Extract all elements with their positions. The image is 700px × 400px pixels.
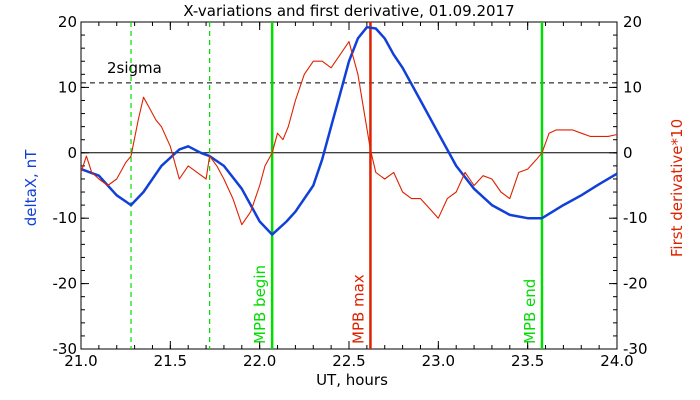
y-tick-label-left: -20 bbox=[53, 275, 78, 293]
x-tick-label: 21.5 bbox=[154, 352, 187, 370]
marker-label: MPB begin bbox=[251, 265, 269, 344]
chart-title: X-variations and first derivative, 01.09… bbox=[183, 2, 514, 20]
x-tick-label: 21.0 bbox=[64, 352, 97, 370]
x-tick-label: 24.0 bbox=[600, 352, 633, 370]
y-tick-label-right: -20 bbox=[623, 275, 648, 293]
plot-area: 21.0 21.5 22.0 22.5 23.0 23.5 24.0 20 10 0 -10 -20 -… bbox=[53, 13, 648, 370]
y-tick-label-left: 10 bbox=[58, 78, 77, 96]
series-line-deltax bbox=[80, 25, 618, 236]
x-axis-label: UT, hours bbox=[316, 371, 388, 389]
y-tick-label-right: -30 bbox=[623, 340, 648, 358]
y-tick-label-left: 0 bbox=[67, 144, 77, 162]
y-tick-label-right: 0 bbox=[623, 144, 633, 162]
y-tick-label-right: 10 bbox=[623, 78, 642, 96]
marker-label: MPB max bbox=[349, 274, 367, 344]
y-tick-label-left: -30 bbox=[53, 340, 78, 358]
threshold-label: 2sigma bbox=[107, 59, 162, 77]
y-axis-label-right: First derivative*10 bbox=[668, 119, 686, 257]
y-tick-label-right: 20 bbox=[623, 13, 642, 31]
y-tick-label-left: 20 bbox=[58, 13, 77, 31]
series-line-derivative bbox=[80, 41, 618, 226]
y-axis-label-left: deltaX, nT bbox=[22, 149, 40, 226]
x-tick-label: 23.5 bbox=[511, 352, 544, 370]
marker-label: MPB end bbox=[521, 279, 539, 344]
y-tick-label-left: -10 bbox=[53, 209, 78, 227]
x-tick-label: 23.0 bbox=[422, 352, 455, 370]
x-tick-label: 22.5 bbox=[332, 352, 365, 370]
x-tick-label: 22.0 bbox=[243, 352, 276, 370]
y-tick-label-right: -10 bbox=[623, 209, 648, 227]
